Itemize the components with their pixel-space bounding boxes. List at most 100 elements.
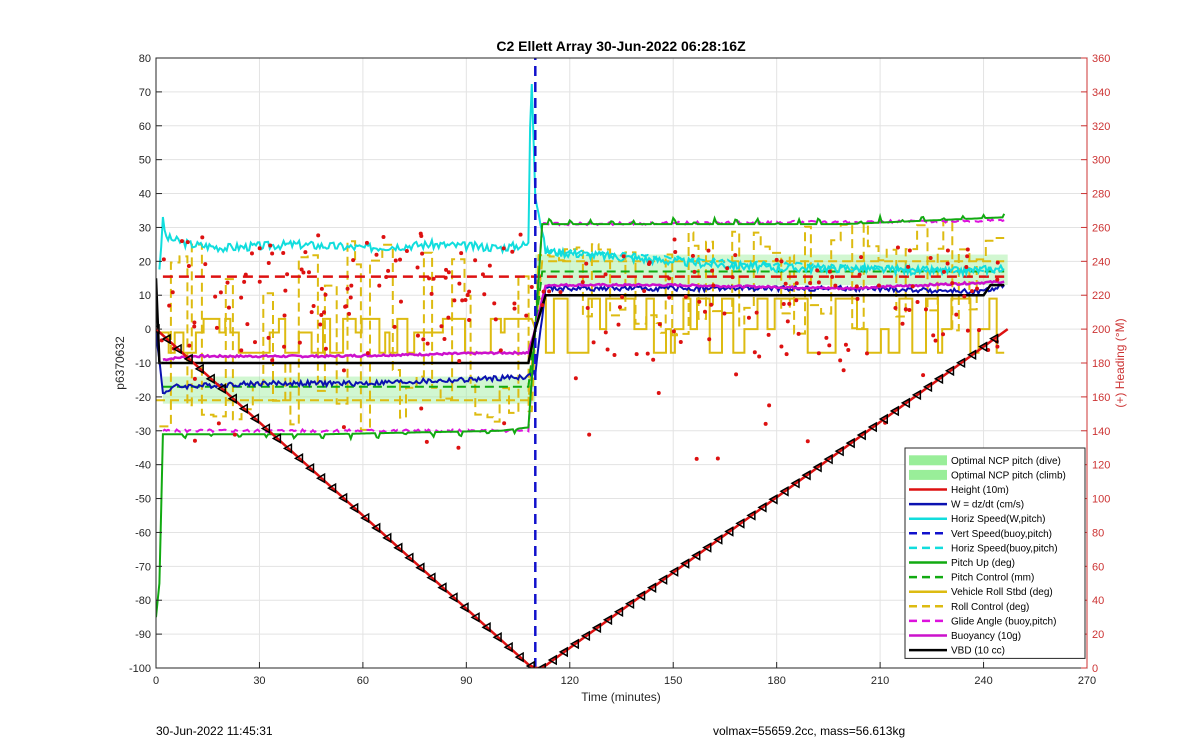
heading-point bbox=[404, 248, 409, 253]
heading-point bbox=[815, 268, 820, 273]
heading-point bbox=[226, 305, 231, 310]
height-marker bbox=[658, 574, 668, 585]
heading-point bbox=[725, 266, 730, 271]
heading-point bbox=[893, 306, 898, 311]
axis-ticks: 0 30 60 90 120 150 180 210 240 270 80 70 60 50 40 30 20 1… bbox=[129, 53, 1110, 687]
heading-point bbox=[895, 245, 900, 250]
heading-point bbox=[319, 312, 324, 317]
heading-point bbox=[452, 298, 457, 303]
height-marker bbox=[834, 445, 844, 457]
footer-timestamp: 30-Jun-2022 11:45:31 bbox=[156, 724, 273, 738]
heading-point bbox=[341, 425, 346, 430]
heading-point bbox=[418, 231, 423, 236]
heading-point bbox=[722, 311, 727, 316]
heading-point bbox=[573, 376, 578, 381]
heading-point bbox=[419, 406, 424, 411]
height-marker bbox=[514, 651, 524, 663]
height-marker bbox=[955, 357, 966, 369]
legend-label: Horiz Speed(W,pitch) bbox=[951, 514, 1045, 525]
heading-point bbox=[667, 295, 672, 300]
pitch-up-line bbox=[156, 212, 1006, 618]
heading-point bbox=[268, 243, 273, 248]
height-marker bbox=[238, 403, 249, 414]
height-marker bbox=[404, 552, 414, 564]
legend-swatch bbox=[909, 455, 947, 466]
height-marker bbox=[315, 472, 326, 484]
x-tick-label: 240 bbox=[974, 675, 992, 687]
heading-point bbox=[921, 373, 926, 378]
height-marker bbox=[724, 526, 734, 537]
heading-point bbox=[711, 283, 716, 288]
heading-point bbox=[900, 321, 905, 326]
x-tick-label: 90 bbox=[460, 675, 472, 687]
heading-point bbox=[540, 303, 545, 308]
heading-point bbox=[621, 254, 626, 259]
height-marker bbox=[172, 343, 182, 355]
heading-point bbox=[323, 292, 328, 297]
heading-point bbox=[584, 261, 589, 266]
heading-point bbox=[752, 350, 757, 355]
heading-point bbox=[931, 333, 936, 338]
heading-point bbox=[833, 283, 838, 288]
x-tick-label: 150 bbox=[664, 675, 682, 687]
heading-point bbox=[415, 265, 420, 270]
heading-point bbox=[384, 274, 389, 279]
height-marker bbox=[426, 572, 436, 583]
heading-point bbox=[763, 421, 768, 426]
heading-point bbox=[512, 306, 517, 311]
legend-box bbox=[904, 447, 1086, 659]
y-tick-label-left: -70 bbox=[135, 561, 151, 573]
heading-point bbox=[642, 288, 647, 293]
heading-point bbox=[306, 270, 311, 275]
height-marker bbox=[194, 363, 204, 375]
height-marker bbox=[856, 429, 866, 441]
heading-point bbox=[398, 257, 403, 262]
height-marker bbox=[205, 373, 215, 385]
heading-point bbox=[656, 390, 661, 395]
heading-point bbox=[841, 368, 846, 373]
heading-point bbox=[975, 286, 980, 291]
heading-point bbox=[245, 322, 250, 327]
heading-point bbox=[467, 318, 472, 323]
heading-point bbox=[864, 351, 869, 356]
heading-point bbox=[915, 300, 920, 305]
heading-point bbox=[179, 239, 184, 244]
height-marker bbox=[801, 469, 811, 481]
heading-point bbox=[672, 237, 677, 242]
heading-point bbox=[381, 235, 386, 240]
heading-point bbox=[243, 272, 248, 277]
heading-point bbox=[524, 313, 529, 318]
heading-point bbox=[907, 308, 912, 313]
heading-point bbox=[161, 257, 166, 262]
height-marker bbox=[536, 662, 546, 668]
height-marker bbox=[757, 502, 767, 513]
heading-point bbox=[249, 251, 254, 256]
height-marker bbox=[349, 502, 359, 514]
height-marker bbox=[249, 413, 260, 424]
y-tick-label-right: 40 bbox=[1092, 595, 1104, 607]
heading-point bbox=[192, 376, 197, 381]
height-marker bbox=[393, 542, 403, 554]
heading-point bbox=[734, 372, 739, 377]
y-tick-label-left: 60 bbox=[139, 121, 151, 133]
heading-point bbox=[587, 432, 592, 437]
heading-point bbox=[657, 322, 662, 327]
heading-point bbox=[779, 344, 784, 349]
heading-point bbox=[976, 328, 981, 333]
heading-point bbox=[954, 312, 959, 317]
heading-point bbox=[941, 269, 946, 274]
height-marker bbox=[978, 341, 988, 352]
y-tick-label-left: 10 bbox=[139, 290, 151, 302]
height-marker bbox=[812, 461, 822, 473]
heading-point bbox=[270, 358, 275, 363]
heading-point bbox=[465, 292, 470, 297]
height-marker bbox=[713, 534, 723, 545]
height-marker bbox=[635, 590, 646, 601]
height-marker bbox=[437, 582, 447, 593]
height-marker bbox=[260, 423, 271, 434]
heading-point bbox=[779, 259, 784, 264]
y-tick-label-left: 40 bbox=[139, 189, 151, 201]
x-tick-label: 210 bbox=[871, 675, 889, 687]
heading-point bbox=[715, 456, 720, 461]
y-tick-label-left: -60 bbox=[135, 527, 151, 539]
